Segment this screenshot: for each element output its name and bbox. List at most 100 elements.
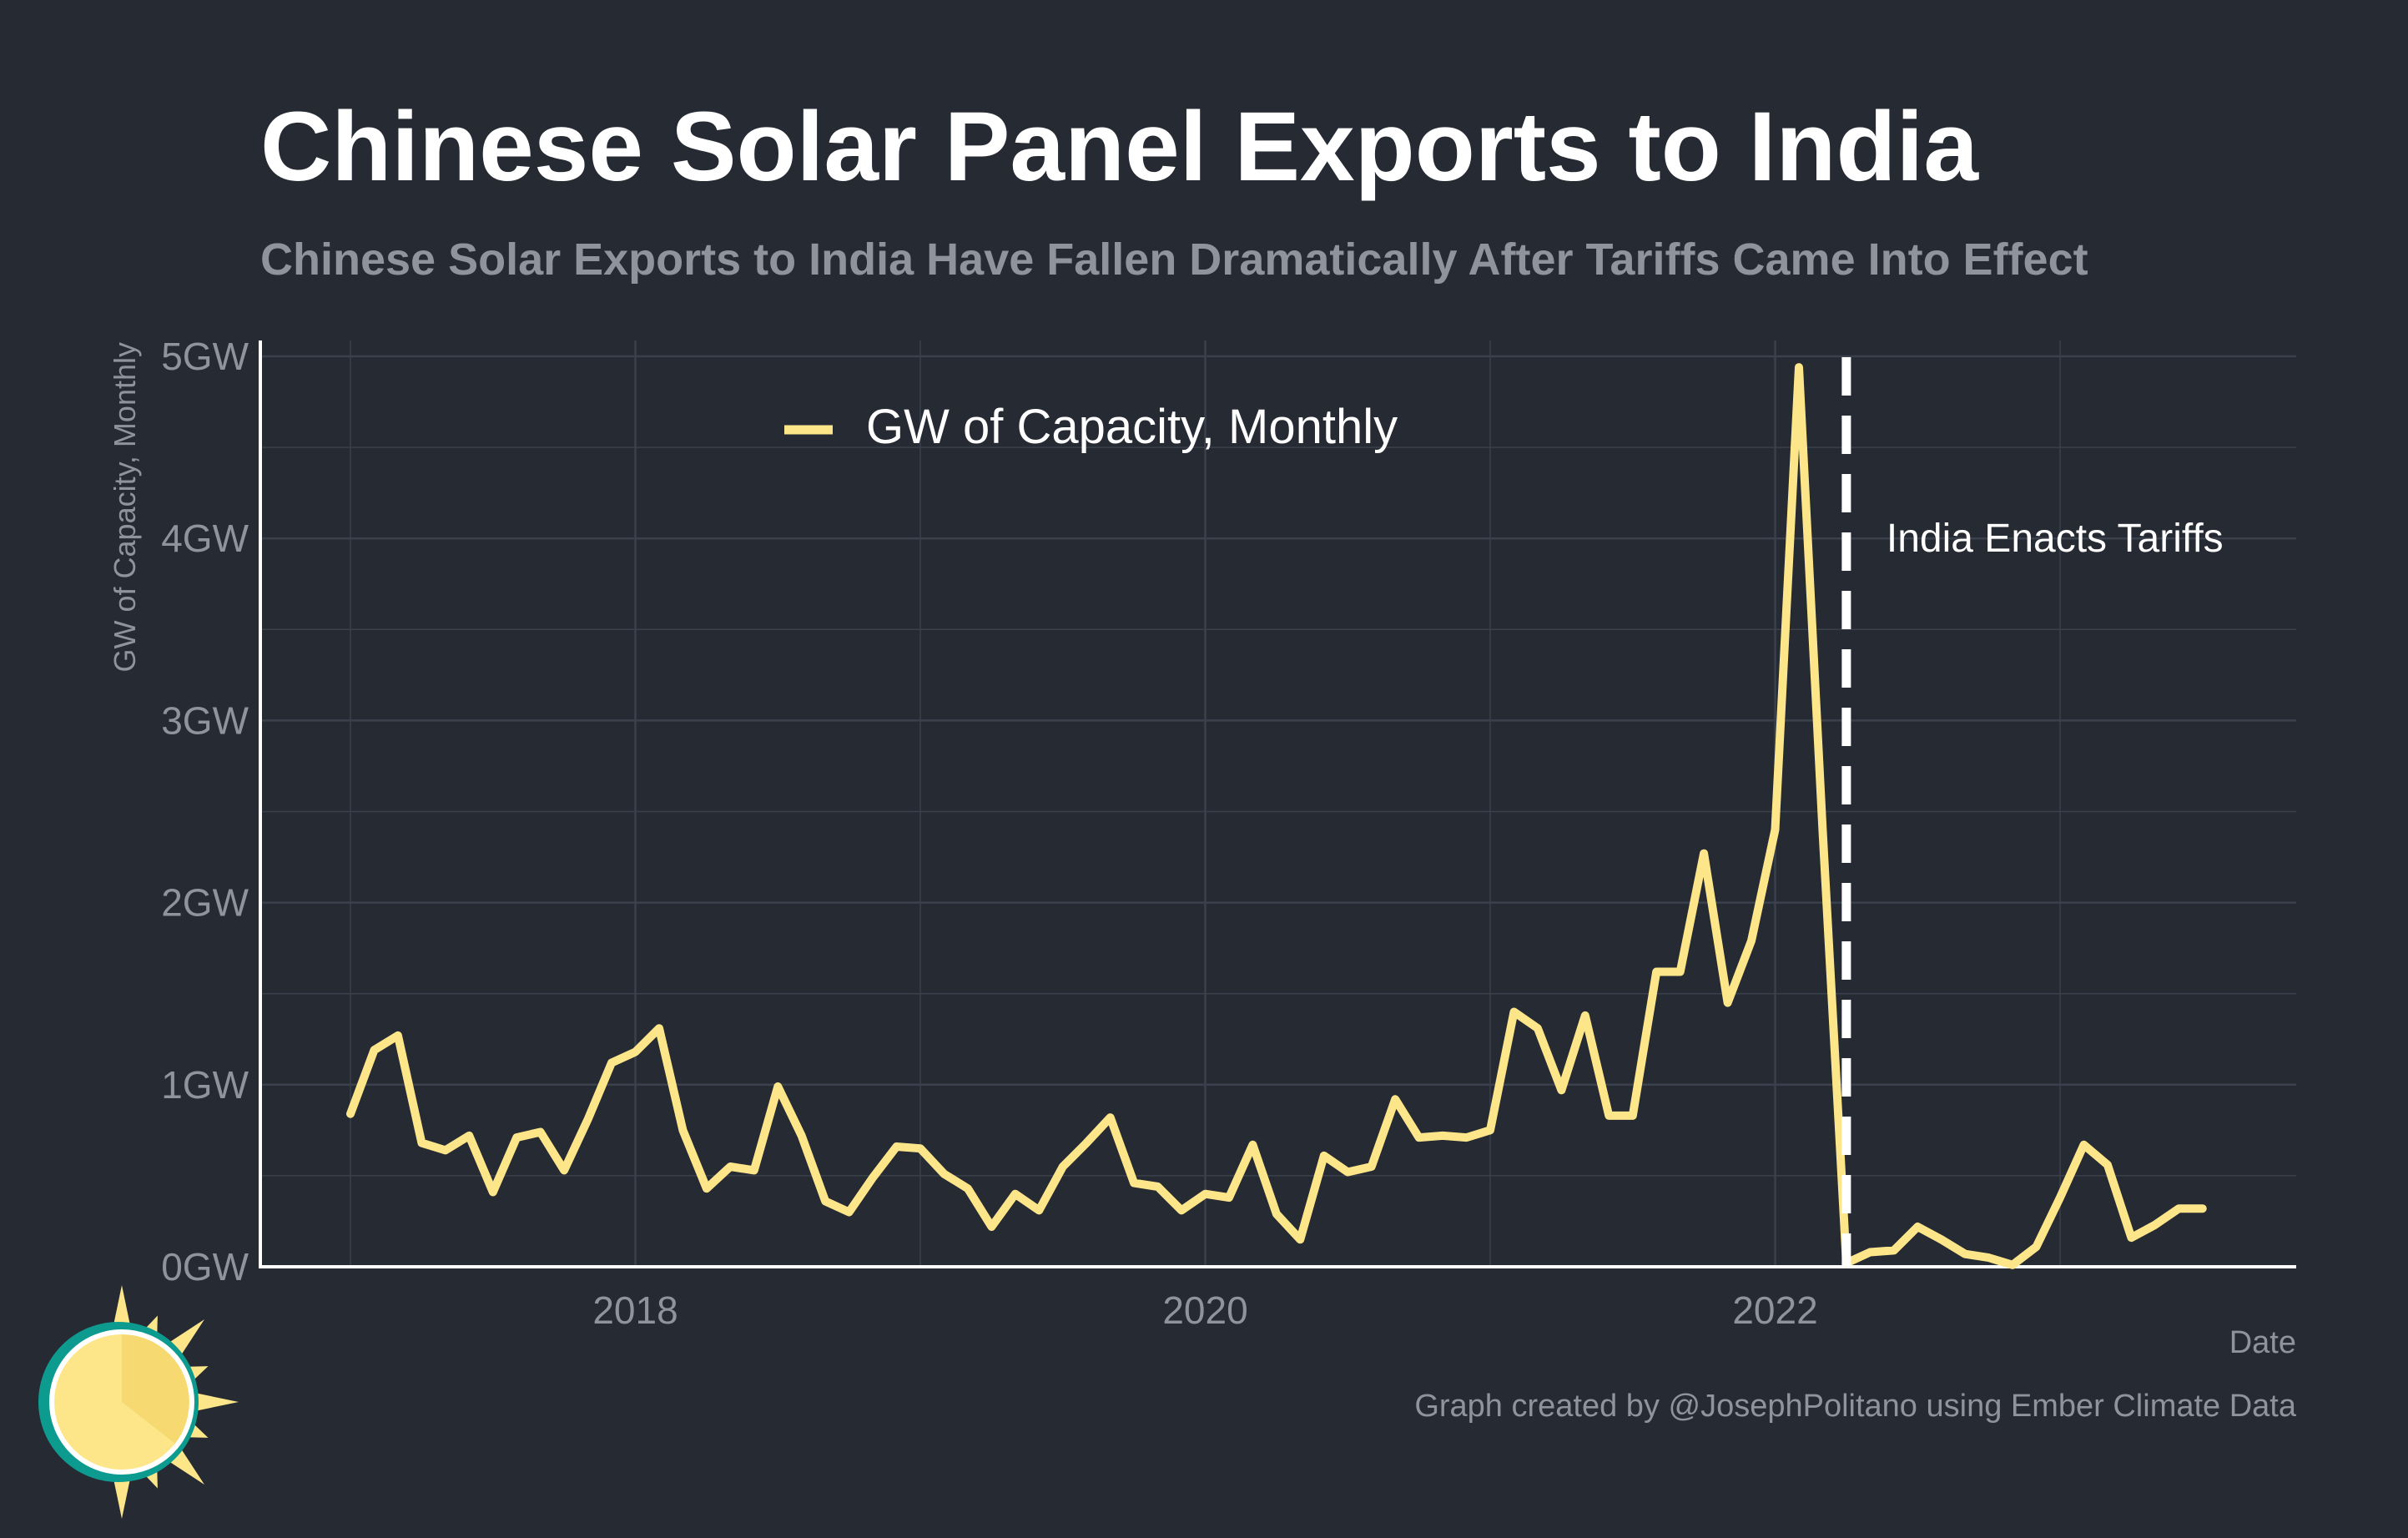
x-tick-label: 2018 [592, 1288, 678, 1332]
x-tick-label: 2020 [1162, 1288, 1247, 1332]
data-point [1131, 1179, 1138, 1187]
data-point [988, 1223, 995, 1230]
data-point [2057, 1194, 2063, 1202]
data-point [1724, 999, 1731, 1006]
data-point [513, 1134, 521, 1142]
data-point [917, 1145, 924, 1152]
data-point [2080, 1141, 2088, 1148]
data-point [489, 1188, 496, 1196]
y-tick-label: 2GW [161, 881, 249, 925]
data-point [774, 1082, 782, 1090]
data-point [608, 1059, 616, 1067]
data-point [1225, 1194, 1232, 1202]
data-point [1605, 1112, 1613, 1119]
data-point [750, 1167, 758, 1174]
source-credit: Graph created by @JosephPolitano using E… [1414, 1389, 2296, 1424]
y-axis-title: GW of Capacity, Monthly [108, 342, 142, 672]
data-point [394, 1031, 401, 1039]
data-point [561, 1167, 568, 1174]
data-point [1985, 1254, 1992, 1262]
data-point [1487, 1127, 1494, 1134]
data-point [1748, 937, 1756, 945]
series-layer [346, 363, 2207, 1269]
data-point [1463, 1134, 1470, 1142]
data-point [632, 1048, 639, 1056]
data-point [2103, 1161, 2111, 1168]
series-line [346, 363, 2207, 1269]
legend: GW of Capacity, Monthly [784, 400, 1398, 454]
legend-label: GW of Capacity, Monthly [866, 400, 1398, 454]
data-point [1297, 1236, 1304, 1243]
sun-icon [38, 1285, 239, 1519]
data-point [2009, 1261, 2017, 1268]
data-point [1439, 1132, 1447, 1139]
data-point [1178, 1207, 1186, 1214]
sun-ray [188, 1391, 239, 1413]
y-tick-label: 0GW [161, 1245, 249, 1288]
data-point [2199, 1205, 2206, 1213]
data-point [537, 1128, 544, 1136]
data-point [347, 1110, 354, 1117]
data-point [1083, 1139, 1091, 1147]
data-point [466, 1132, 473, 1139]
data-point [1368, 1162, 1375, 1170]
data-point [2175, 1205, 2183, 1213]
data-point [1771, 826, 1779, 834]
data-point [893, 1142, 900, 1150]
data-point [1819, 826, 1826, 834]
data-point [1392, 1096, 1399, 1103]
data-point [869, 1174, 877, 1182]
data-point [2128, 1234, 2135, 1242]
axes: 0GW 1GW 2GW 3GW 4GW 5GW 2018 2020 2022 Date GW of … [108, 335, 2296, 1360]
data-point [845, 1208, 853, 1216]
data-point [1962, 1250, 1969, 1258]
data-point [1154, 1182, 1161, 1190]
data-point [418, 1139, 426, 1147]
data-point [370, 1046, 378, 1054]
data-point [1629, 1112, 1636, 1119]
data-point [1866, 1248, 1874, 1256]
data-point [1653, 968, 1660, 976]
data-point [1581, 1011, 1589, 1019]
data-point [1011, 1190, 1019, 1198]
data-point [441, 1147, 449, 1154]
grid-lines [260, 340, 2296, 1267]
data-point [1249, 1141, 1257, 1148]
data-point [727, 1162, 734, 1170]
y-tick-label: 5GW [161, 335, 249, 378]
data-point [1035, 1207, 1043, 1214]
data-point [679, 1127, 687, 1134]
data-point [1320, 1152, 1327, 1159]
data-point [1510, 1008, 1518, 1016]
data-point [1059, 1162, 1066, 1170]
y-tick-label: 3GW [161, 698, 249, 742]
data-point [1890, 1247, 1897, 1254]
data-point [1415, 1134, 1423, 1142]
x-tick-label: 2022 [1732, 1288, 1817, 1332]
data-point [703, 1185, 710, 1193]
data-point [798, 1132, 805, 1139]
data-point [655, 1025, 662, 1032]
chart-title: Chinese Solar Panel Exports to India [260, 92, 1978, 202]
data-point [2033, 1243, 2040, 1250]
y-tick-label: 4GW [161, 517, 249, 560]
y-tick-label: 1GW [161, 1063, 249, 1107]
data-point [1700, 850, 1708, 857]
data-point [940, 1170, 948, 1177]
data-point [1106, 1114, 1114, 1122]
data-point [584, 1116, 592, 1123]
data-point [1534, 1025, 1541, 1032]
data-point [1201, 1190, 1209, 1198]
chart-subtitle: Chinese Solar Exports to India Have Fall… [260, 234, 2088, 285]
data-point [1795, 364, 1802, 371]
tariff-annotation-label: India Enacts Tariffs [1887, 517, 2224, 561]
data-point [2151, 1221, 2159, 1228]
x-axis-title: Date [2229, 1325, 2296, 1360]
data-point [964, 1185, 971, 1193]
data-point [1272, 1210, 1280, 1218]
data-point [1558, 1087, 1565, 1094]
data-point [1914, 1223, 1922, 1230]
data-point [1676, 968, 1684, 976]
data-point [1937, 1236, 1945, 1243]
